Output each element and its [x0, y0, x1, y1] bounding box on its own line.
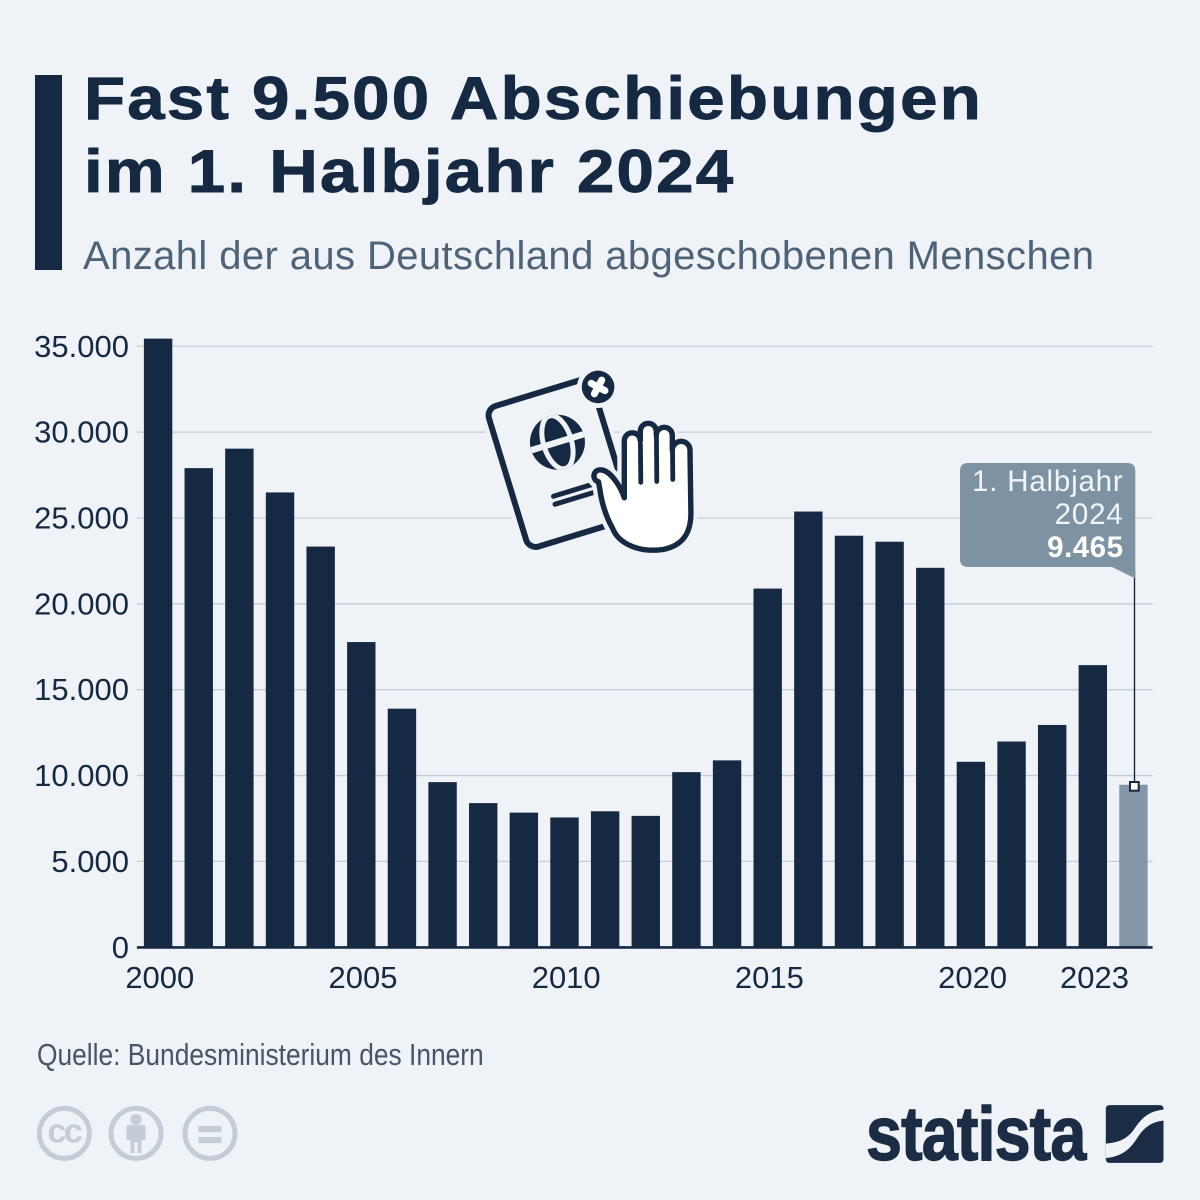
- svg-text:2005: 2005: [329, 960, 398, 995]
- svg-text:30.000: 30.000: [34, 415, 129, 450]
- svg-text:15.000: 15.000: [34, 672, 129, 707]
- svg-text:2010: 2010: [532, 960, 601, 995]
- svg-text:0: 0: [112, 930, 129, 965]
- svg-text:5.000: 5.000: [51, 844, 129, 879]
- svg-text:cc: cc: [47, 1113, 81, 1151]
- svg-text:2015: 2015: [735, 960, 804, 995]
- svg-text:2020: 2020: [938, 960, 1007, 995]
- svg-text:2023: 2023: [1060, 960, 1129, 995]
- svg-text:2024: 2024: [1055, 498, 1124, 531]
- svg-text:25.000: 25.000: [34, 500, 129, 535]
- svg-text:20.000: 20.000: [34, 586, 129, 621]
- svg-text:1. Halbjahr: 1. Halbjahr: [972, 465, 1123, 498]
- svg-text:10.000: 10.000: [34, 758, 129, 793]
- svg-text:2000: 2000: [125, 960, 194, 995]
- svg-text:35.000: 35.000: [34, 329, 129, 364]
- svg-text:9.465: 9.465: [1047, 531, 1123, 564]
